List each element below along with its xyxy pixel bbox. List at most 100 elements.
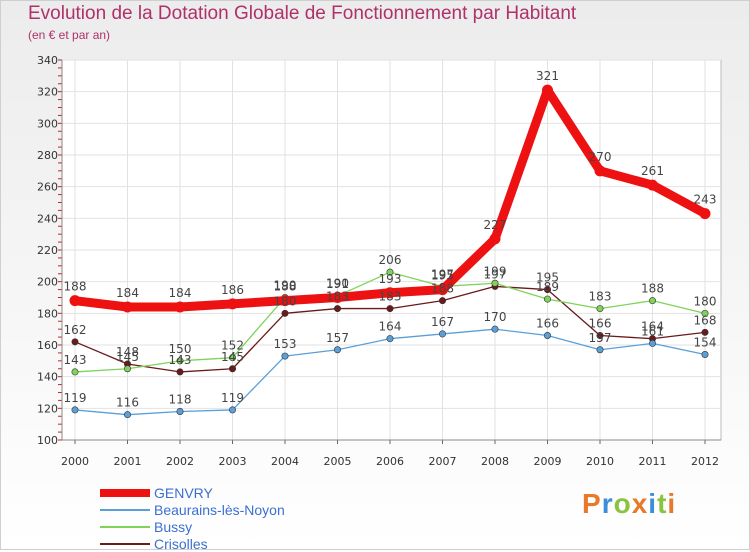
data-point	[386, 268, 394, 276]
data-point	[124, 411, 132, 419]
data-point	[333, 346, 341, 354]
legend-item-crisolles: Crisolles	[100, 535, 285, 552]
data-label: 189	[536, 280, 559, 294]
data-label: 270	[589, 150, 612, 164]
data-label: 119	[221, 391, 244, 405]
data-point	[176, 407, 184, 415]
data-label: 145	[116, 350, 139, 364]
data-label: 166	[536, 317, 559, 331]
data-point	[489, 233, 501, 245]
x-tick-label: 2011	[639, 455, 667, 468]
data-label: 157	[326, 331, 349, 345]
data-label: 199	[484, 264, 507, 278]
data-label: 183	[379, 290, 402, 304]
logo-letter: i	[667, 488, 677, 519]
data-point	[438, 297, 446, 305]
legend-label-bussy: Bussy	[154, 518, 193, 535]
x-tick-label: 2007	[429, 455, 457, 468]
data-label: 183	[589, 290, 612, 304]
data-label: 152	[221, 339, 244, 353]
data-point	[69, 295, 81, 307]
data-point	[174, 301, 186, 313]
data-label: 195	[536, 271, 559, 285]
data-point	[71, 368, 79, 376]
y-tick-label: 200	[37, 276, 58, 289]
logo-letter: t	[657, 488, 668, 519]
data-label: 188	[641, 282, 664, 296]
chart-subtitle: (en € et par an)	[28, 28, 111, 42]
data-label: 321	[536, 69, 559, 83]
data-point	[701, 328, 709, 336]
x-tick-label: 2005	[324, 455, 352, 468]
x-tick-label: 2012	[691, 455, 719, 468]
data-point	[71, 338, 79, 346]
data-label: 206	[379, 253, 402, 267]
legend-item-bussy: Bussy	[100, 518, 285, 535]
data-point	[596, 305, 604, 313]
data-point	[701, 309, 709, 317]
data-label: 184	[169, 286, 192, 300]
data-point	[543, 331, 551, 339]
data-label: 188	[64, 280, 87, 294]
data-label: 188	[431, 282, 454, 296]
y-tick-label: 260	[37, 181, 58, 194]
data-label: 188	[274, 280, 297, 294]
data-label: 190	[274, 279, 297, 293]
data-point	[384, 287, 396, 299]
data-point	[229, 406, 237, 414]
y-tick-label: 140	[37, 371, 58, 384]
data-label: 148	[116, 345, 139, 359]
data-point	[647, 179, 658, 191]
data-label: 190	[326, 277, 349, 291]
data-point	[491, 279, 499, 287]
logo-letter: r	[601, 488, 614, 519]
data-label: 243	[694, 193, 717, 207]
data-label: 157	[589, 331, 612, 345]
data-point	[176, 357, 184, 365]
legend-item-genvry: GENVRY	[100, 484, 285, 501]
data-point	[386, 335, 394, 343]
data-point	[648, 339, 656, 347]
data-point	[281, 309, 289, 317]
x-tick-label: 2008	[481, 455, 509, 468]
proxiti-logo: Proxiti	[582, 488, 676, 520]
data-label: 261	[641, 164, 664, 178]
y-tick-label: 160	[37, 339, 58, 352]
data-point	[542, 84, 553, 96]
x-tick-label: 2010	[586, 455, 614, 468]
y-tick-label: 120	[37, 402, 58, 415]
y-tick-label: 320	[37, 86, 58, 99]
data-label: 180	[694, 294, 717, 308]
y-tick-label: 280	[37, 149, 58, 162]
legend-swatch-beaurains	[100, 508, 150, 511]
legend-swatch-crisolles	[100, 542, 150, 545]
data-point	[594, 165, 606, 177]
y-tick-label: 340	[37, 54, 58, 67]
legend-item-beaurains: Beaurains-lès-Noyon	[100, 501, 285, 518]
logo-letter: i	[648, 488, 658, 519]
data-label: 119	[64, 391, 87, 405]
data-label: 193	[379, 272, 402, 286]
chart-legend: GENVRY Beaurains-lès-Noyon Bussy Crisoll…	[100, 484, 285, 552]
data-point	[648, 297, 656, 305]
chart-title: Evolution de la Dotation Globale de Fonc…	[28, 3, 577, 24]
data-point	[176, 368, 184, 376]
data-label: 116	[116, 396, 139, 410]
y-tick-label: 220	[37, 244, 58, 257]
data-label: 164	[641, 320, 664, 334]
data-point	[543, 295, 551, 303]
data-label: 195	[431, 269, 454, 283]
data-point	[386, 305, 394, 313]
x-tick-label: 2006	[376, 455, 404, 468]
data-point	[332, 292, 343, 303]
data-point	[437, 284, 448, 296]
legend-swatch-genvry	[100, 488, 150, 497]
y-tick-label: 100	[37, 434, 58, 447]
data-label: 166	[589, 317, 612, 331]
data-label: 164	[379, 320, 402, 334]
legend-label-crisolles: Crisolles	[154, 535, 208, 552]
data-label: 162	[64, 323, 87, 337]
data-point	[699, 208, 711, 220]
data-label: 118	[169, 393, 192, 407]
